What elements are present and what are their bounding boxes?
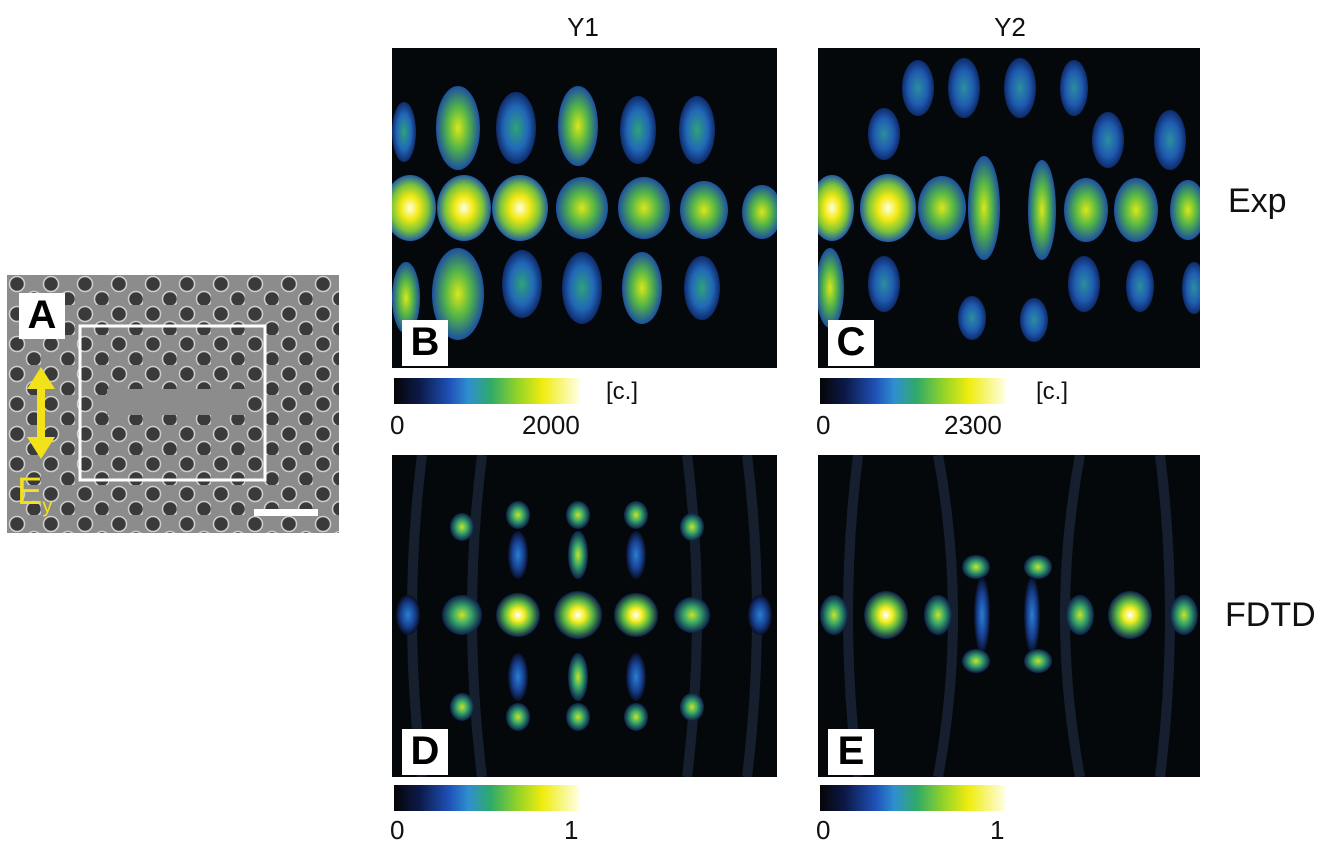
region-frame <box>78 324 267 482</box>
panel-letter-e: E <box>828 729 874 775</box>
panel-b-exp-y1: B <box>392 48 777 368</box>
colorbar-c-max: 2300 <box>944 410 1002 440</box>
colorbar-d <box>394 785 580 811</box>
field-map-e <box>820 455 1198 777</box>
panel-c-exp-y2: C <box>818 48 1200 368</box>
colorbar-b-max: 2000 <box>522 410 580 440</box>
field-map-b <box>392 86 777 340</box>
scale-bar <box>254 509 318 516</box>
panel-letter-b: B <box>402 320 448 366</box>
panel-letter-a: A <box>19 293 65 339</box>
panel-d-fdtd-y1: D <box>392 455 777 777</box>
row-label-exp: Exp <box>1228 182 1287 220</box>
field-label: Ey <box>17 471 53 518</box>
colorbar-d-min: 0 <box>390 815 405 845</box>
panel-letter-d: D <box>402 729 448 775</box>
colorbar-d-max: 1 <box>564 815 579 845</box>
colorbar-c <box>820 378 1006 404</box>
column-title-y2: Y2 <box>994 12 1026 42</box>
row-label-fdtd: FDTD <box>1225 596 1316 634</box>
colorbar-b <box>394 378 580 404</box>
colorbar-c-unit: [c.] <box>1036 378 1069 405</box>
panel-a-sem-image: A Ey <box>7 275 339 533</box>
colorbar-e-min: 0 <box>816 815 831 845</box>
field-map-d <box>396 455 772 777</box>
colorbar-b-min: 0 <box>390 410 405 440</box>
colorbar-c-min: 0 <box>816 410 831 440</box>
panel-e-fdtd-y2: E <box>818 455 1200 777</box>
colorbar-b-unit: [c.] <box>606 378 639 405</box>
colorbar-e <box>820 785 1006 811</box>
panel-letter-c: C <box>828 320 874 366</box>
colorbar-e-max: 1 <box>990 815 1005 845</box>
polarization-arrow <box>27 367 55 459</box>
column-title-y1: Y1 <box>567 12 599 42</box>
field-map-c <box>818 58 1200 342</box>
